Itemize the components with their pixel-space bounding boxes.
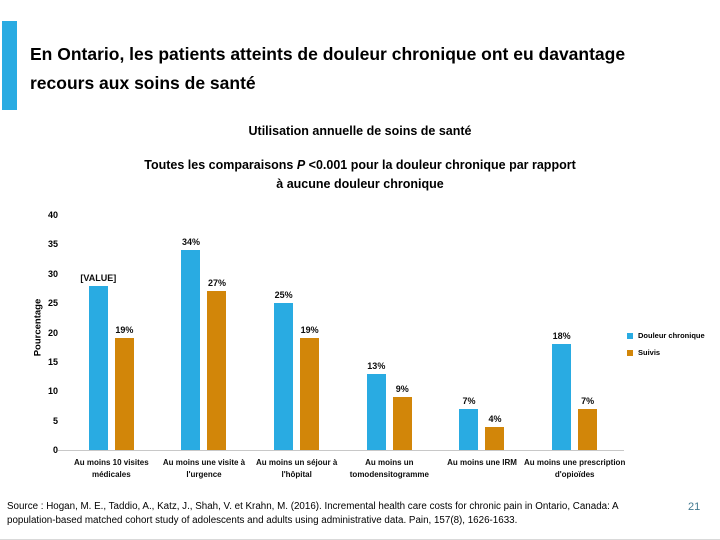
bar-douleur-chronique: 25% xyxy=(274,290,294,450)
bar-douleur-chronique: [VALUE] xyxy=(80,273,116,450)
bar-value-label: 7% xyxy=(462,395,476,406)
y-tick-label: 40 xyxy=(47,210,58,220)
source-text: Source : Hogan, M. E., Taddio, A., Katz,… xyxy=(7,501,619,526)
bar-douleur-chronique: 34% xyxy=(181,237,201,450)
x-axis-line xyxy=(58,450,624,451)
bar-value-label: 34% xyxy=(181,237,200,248)
title-accent-bar xyxy=(2,21,17,110)
bar-suivis: 9% xyxy=(392,384,412,450)
chart-title: Utilisation annuelle de soins de santé xyxy=(248,124,472,138)
bar-value-label: 9% xyxy=(395,384,409,395)
bar-value-label: 27% xyxy=(207,278,226,289)
bar-suivis: 27% xyxy=(207,278,227,450)
y-tick-label: 25 xyxy=(47,298,58,309)
bar-value-label: 18% xyxy=(552,331,571,342)
bar-value-label: 25% xyxy=(274,290,293,301)
legend-swatch xyxy=(627,349,633,356)
legend: Douleur chronique Suivis xyxy=(627,331,705,365)
bar-group: 34% 27% xyxy=(158,215,251,450)
bar-group: [VALUE] 19% xyxy=(65,215,158,450)
subtitle-prefix: Toutes les comparaisons xyxy=(144,158,297,172)
category-label: Au moins un tomodensitogramme xyxy=(349,458,429,479)
bar-value-label: 19% xyxy=(115,325,134,336)
x-axis-labels: Au moins 10 visites médicales Au moins un… xyxy=(0,457,720,489)
bar-douleur-chronique: 18% xyxy=(552,331,572,450)
slide-title: En Ontario, les patients atteints de dou… xyxy=(30,44,626,93)
page-number: 21 xyxy=(688,501,701,513)
bar-value-label: 19% xyxy=(300,325,319,336)
subtitle-rest: <0.001 pour la douleur chronique par rap… xyxy=(305,158,576,172)
legend-swatch xyxy=(627,332,633,339)
category-label: Au moins une visite à l'urgence xyxy=(162,458,246,479)
bar-value-label: 4% xyxy=(488,413,502,424)
subtitle-p-italic: P xyxy=(296,158,306,172)
bar-group: 7% 4% xyxy=(436,215,529,450)
bar-douleur-chronique: 7% xyxy=(459,396,479,450)
chart-subtitle: Toutes les comparaisons P <0.001 pour la… xyxy=(40,156,680,195)
bar-group: 13% 9% xyxy=(343,215,436,450)
bar-suivis: 7% xyxy=(578,396,598,450)
legend-item: Suivis xyxy=(627,348,705,357)
y-tick-label: 20 xyxy=(47,327,58,338)
y-tick-label: 15 xyxy=(47,356,58,367)
y-tick-label: 5 xyxy=(52,415,58,426)
bar-group: 25% 19% xyxy=(250,215,343,450)
category-label: Au moins 10 visites médicales xyxy=(73,458,149,479)
category-label: Au moins une prescription d'opioïdes xyxy=(523,458,626,479)
bar-suivis: 19% xyxy=(300,325,320,450)
bar-group: 18% 7% xyxy=(528,215,621,450)
legend-label: Suivis xyxy=(638,348,661,357)
bar-douleur-chronique: 13% xyxy=(366,361,386,450)
bar-value-label: 13% xyxy=(367,360,386,371)
bar-value-label: [VALUE] xyxy=(80,272,117,283)
category-label: Au moins une IRM xyxy=(447,458,517,467)
y-tick-label: 35 xyxy=(47,239,58,250)
bar-suivis: 19% xyxy=(114,325,134,450)
legend-label: Douleur chronique xyxy=(638,331,705,340)
legend-item: Douleur chronique xyxy=(627,331,705,340)
bar-suivis: 4% xyxy=(485,414,505,450)
y-tick-label: 10 xyxy=(47,386,58,397)
y-tick-label: 0 xyxy=(52,445,58,455)
subtitle-line2: à aucune douleur chronique xyxy=(276,177,444,192)
plot-area: [VALUE] 19% 34% 27% 25% 19% 13% 9% 7% 4% 18% 7% xyxy=(65,215,621,450)
bar-value-label: 7% xyxy=(581,395,595,406)
category-label: Au moins un séjour à l'hôpital xyxy=(255,458,338,479)
y-tick-label: 30 xyxy=(47,268,58,279)
y-axis-ticks: 40 35 30 25 20 15 10 5 0 xyxy=(30,210,58,455)
